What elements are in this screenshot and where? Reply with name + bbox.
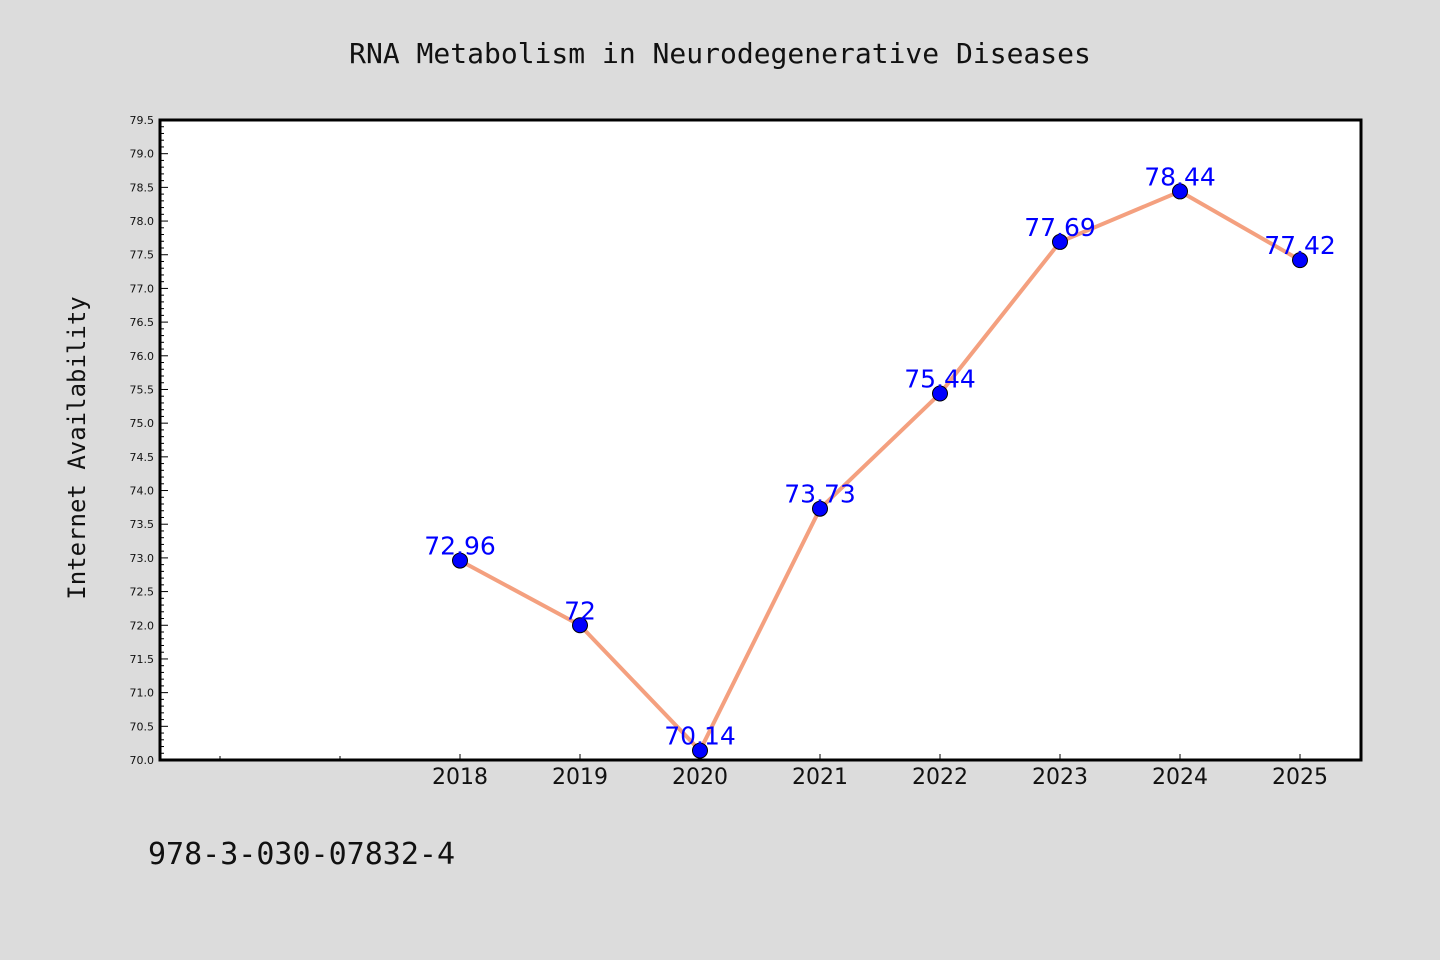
y-tick-label: 71.0 bbox=[130, 687, 155, 700]
data-label-group: 72.96 72 70.14 73.73 75.44 77.69 78.44 77.42 bbox=[424, 162, 1336, 750]
data-label: 73.73 bbox=[784, 480, 856, 509]
y-tick-label: 74.0 bbox=[130, 485, 155, 498]
data-label: 75.44 bbox=[904, 365, 976, 394]
y-tick-label: 76.5 bbox=[130, 316, 155, 329]
data-point-marker bbox=[692, 742, 708, 759]
y-tick-label: 74.5 bbox=[130, 451, 155, 464]
data-point-marker bbox=[1052, 233, 1068, 250]
data-point-marker bbox=[812, 500, 828, 517]
x-tick-label: 2023 bbox=[1032, 765, 1088, 790]
x-tick-label: 2025 bbox=[1272, 765, 1328, 790]
y-axis: 70.0 70.5 71.0 71.5 72.0 72.5 73.0 73.5 74.0 74.5… bbox=[130, 114, 168, 767]
y-tick-label: 77.5 bbox=[130, 249, 155, 262]
x-tick-label: 2020 bbox=[672, 765, 728, 790]
data-point-marker bbox=[1292, 252, 1308, 269]
data-label: 70.14 bbox=[664, 722, 736, 751]
chart-title: RNA Metabolism in Neurodegenerative Dise… bbox=[349, 37, 1091, 70]
y-tick-label: 75.5 bbox=[130, 383, 155, 396]
y-tick-label: 72.5 bbox=[130, 586, 155, 599]
y-tick-label: 79.0 bbox=[130, 148, 155, 161]
y-tick-label: 70.5 bbox=[130, 720, 155, 733]
y-tick-label: 78.0 bbox=[130, 215, 155, 228]
x-tick-label: 2022 bbox=[912, 765, 968, 790]
data-point-marker bbox=[452, 552, 468, 569]
y-tick-label: 70.0 bbox=[130, 754, 155, 767]
x-axis: 2018 2019 2020 2021 2022 2023 2024 2025 bbox=[219, 754, 1328, 790]
x-tick-label: 2021 bbox=[792, 765, 848, 790]
y-tick-label: 73.5 bbox=[130, 518, 155, 531]
data-label: 78.44 bbox=[1144, 162, 1216, 191]
data-point-marker bbox=[932, 385, 948, 402]
y-tick-label: 71.5 bbox=[130, 653, 155, 666]
isbn-text: 978-3-030-07832-4 bbox=[148, 837, 455, 872]
y-tick-label: 78.5 bbox=[130, 181, 155, 194]
y-tick-label: 76.0 bbox=[130, 350, 155, 363]
y-tick-label: 79.5 bbox=[130, 114, 155, 127]
series-line bbox=[458, 189, 1302, 753]
x-tick-label: 2024 bbox=[1152, 765, 1208, 790]
x-tick-label: 2019 bbox=[552, 765, 608, 790]
data-point-marker bbox=[572, 617, 588, 634]
y-tick-label: 75.0 bbox=[130, 417, 155, 430]
data-label: 77.69 bbox=[1024, 213, 1096, 242]
y-tick-label: 73.0 bbox=[130, 552, 155, 565]
y-tick-label: 72.0 bbox=[130, 619, 155, 632]
plot-area bbox=[158, 118, 1363, 762]
data-label: 77.42 bbox=[1264, 231, 1336, 260]
data-point-marker bbox=[1172, 183, 1188, 200]
y-axis-label: Internet Availability bbox=[63, 296, 91, 599]
data-label: 72 bbox=[564, 596, 596, 625]
data-label: 72.96 bbox=[424, 532, 496, 561]
x-tick-label: 2018 bbox=[432, 765, 488, 790]
series-line-group bbox=[452, 183, 1308, 759]
y-tick-label: 77.0 bbox=[130, 282, 155, 295]
